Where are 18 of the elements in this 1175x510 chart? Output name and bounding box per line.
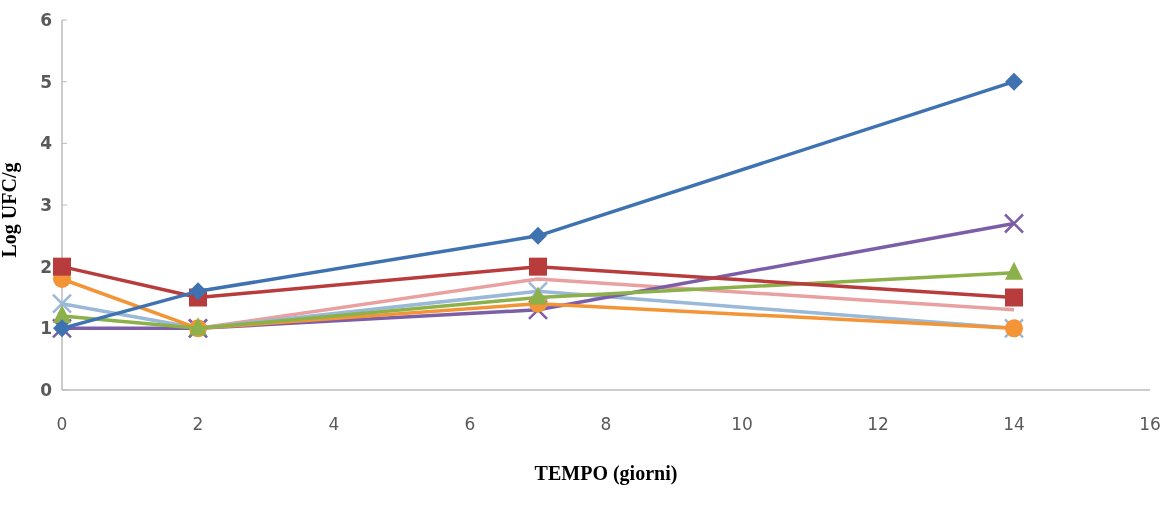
x-tick-label: 14	[1003, 414, 1025, 434]
y-tick-label: 6	[40, 9, 52, 30]
y-tick-label: 3	[40, 194, 52, 215]
x-tick-label: 10	[731, 414, 753, 434]
y-tick-label: 5	[40, 71, 52, 92]
y-tick-label: 4	[40, 133, 53, 154]
x-tick-label: 4	[328, 414, 340, 434]
x-tick-label: 0	[56, 414, 68, 434]
y-tick-label: 0	[40, 379, 53, 400]
x-tick-label: 2	[192, 414, 204, 434]
x-tick-label: 12	[867, 414, 889, 434]
y-tick-label: 2	[40, 256, 52, 277]
x-axis-title: TEMPO (giorni)	[534, 462, 678, 485]
x-tick-label: 6	[464, 414, 476, 434]
y-axis-title: Log UFC/g	[0, 162, 21, 258]
x-tick-label: 16	[1139, 414, 1161, 434]
y-tick-label: 1	[40, 318, 52, 339]
x-tick-label: 8	[600, 414, 612, 434]
